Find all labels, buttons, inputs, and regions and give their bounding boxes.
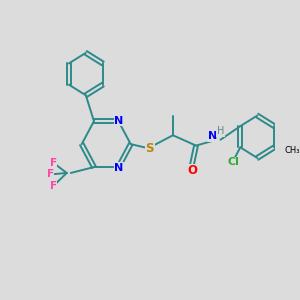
Text: N: N bbox=[114, 116, 124, 126]
Text: Cl: Cl bbox=[228, 157, 239, 167]
Text: H: H bbox=[217, 126, 224, 136]
Text: F: F bbox=[47, 169, 54, 179]
Text: N: N bbox=[208, 131, 217, 141]
Text: O: O bbox=[187, 164, 197, 177]
Text: CH₃: CH₃ bbox=[284, 146, 300, 155]
Text: F: F bbox=[50, 181, 57, 191]
Text: S: S bbox=[146, 142, 154, 155]
Text: F: F bbox=[50, 158, 57, 168]
Text: N: N bbox=[114, 163, 124, 172]
